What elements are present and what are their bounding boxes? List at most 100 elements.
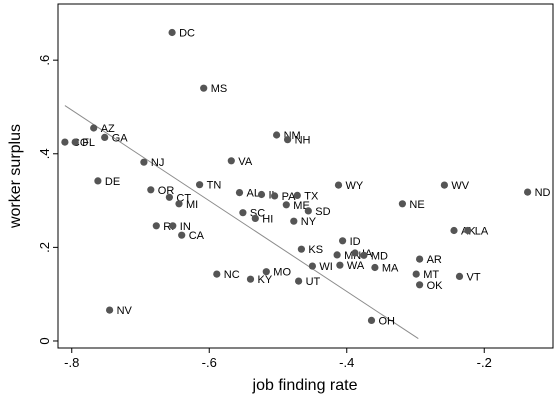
data-point-me [282,201,290,209]
point-label-hi: HI [262,213,273,225]
data-point-mn [333,251,341,259]
fit-line-layer [64,105,419,340]
x-tick-label: -.6 [202,355,217,370]
data-point-tx [293,191,301,199]
data-point-nm [273,131,281,139]
y-tick-label: 0 [37,337,52,344]
point-label-nv: NV [117,305,133,317]
point-label-ok: OK [427,280,444,292]
point-label-va: VA [238,156,253,168]
data-point-oh [367,316,376,324]
point-label-al: AL [247,188,260,200]
point-label-dc: DC [179,28,195,40]
data-point-ne [398,200,406,208]
point-label-nc: NC [224,269,240,281]
data-point-nj [140,158,148,166]
data-point-nd [524,188,532,196]
data-point-ga [101,133,109,141]
x-tick-label: -.8 [64,355,79,370]
data-point-ny [290,217,298,225]
data-point-wi [308,262,316,270]
data-point-pa [271,192,279,200]
data-point-fl [71,138,79,146]
data-point-ky [246,275,255,283]
data-point-nv [106,306,114,314]
point-label-nh: NH [295,135,311,147]
data-point-in [169,222,177,230]
y-tick-label: .4 [37,148,52,159]
data-point-la [464,226,472,235]
y-axis: 0 .2 .4 .6 [37,55,58,345]
x-tick-label: -.4 [339,355,354,370]
y-tick-label: .6 [37,55,52,66]
y-axis-title: worker surplus [7,124,24,229]
point-label-de: DE [105,176,120,188]
data-point-ia [351,249,359,257]
point-label-ny: NY [301,216,317,228]
data-point-de [94,177,102,185]
data-point-nc [213,270,221,278]
point-label-wy: WY [346,180,364,192]
point-label-id: ID [350,236,361,248]
data-point-wy [334,181,343,189]
points-layer: DCMSNMNHAZGACOFLNJVADEORTNCTMIALILPATXME… [61,28,551,327]
data-point-id [339,237,347,245]
x-tick-label: -.2 [477,355,492,370]
point-label-az: AZ [101,123,115,135]
y-tick-label: .2 [37,242,52,253]
data-point-ut [295,277,303,285]
data-point-ks [297,245,305,253]
data-point-ok [416,281,424,289]
data-point-az [90,124,98,132]
point-label-ga: GA [112,132,129,144]
point-label-fl: FL [82,137,95,149]
data-point-il [257,190,266,199]
point-label-ks: KS [308,244,323,256]
point-label-tx: TX [304,190,319,202]
point-label-ar: AR [427,254,442,266]
data-point-hi [251,214,259,222]
fit-line [64,105,419,340]
plot-frame [57,3,554,349]
point-label-ia: IA [362,248,373,260]
data-point-vt [455,272,464,280]
point-label-mt: MT [423,269,439,281]
point-label-ma: MA [382,263,399,275]
point-label-ca: CA [189,230,205,242]
data-point-nh [284,136,292,144]
data-point-ar [416,255,424,263]
point-label-oh: OH [379,315,396,327]
point-label-tn: TN [207,180,222,192]
data-point-or [147,186,155,194]
point-label-ri: RI [163,221,174,233]
data-point-tn [196,181,204,189]
data-point-wa [336,261,344,269]
x-axis: -.8 -.6 -.4 -.2 [64,348,492,370]
point-label-mi: MI [186,199,198,211]
data-point-mt [412,270,420,278]
data-point-sc [239,209,247,217]
data-point-sd [304,207,312,215]
data-point-ca [178,231,186,239]
data-point-mi [175,200,183,208]
data-point-md [360,251,368,259]
data-point-co [61,138,69,146]
x-axis-title: job finding rate [252,377,358,394]
point-label-mo: MO [273,267,291,279]
point-label-ne: NE [409,199,424,211]
point-label-ky: KY [258,274,273,286]
data-point-ri [152,222,160,230]
point-label-wi: WI [319,261,332,273]
point-label-wv: WV [451,180,469,192]
data-point-va [227,157,235,165]
data-point-ct [165,193,173,201]
point-label-ut: UT [306,276,321,288]
point-label-nj: NJ [151,157,164,169]
point-label-md: MD [371,250,388,262]
data-point-ms [200,84,208,92]
point-label-vt: VT [467,271,481,283]
point-label-wa: WA [347,260,365,272]
point-label-pa: PA [282,191,297,203]
point-label-nd: ND [535,187,551,199]
